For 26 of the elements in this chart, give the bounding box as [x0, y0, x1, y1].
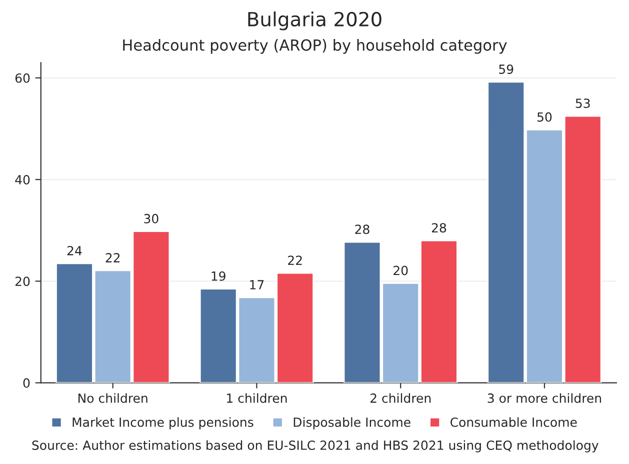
legend-label: Market Income plus pensions	[72, 417, 254, 430]
legend-label: Consumable Income	[450, 417, 577, 427]
y-tick-label: 0	[23, 378, 30, 388]
data-label: 28	[432, 223, 446, 233]
data-label: 20	[394, 266, 408, 276]
data-label: 22	[106, 253, 120, 262]
data-label: 53	[576, 98, 590, 108]
y-tick-label: 20	[15, 276, 30, 286]
data-label: 28	[355, 224, 370, 234]
data-label: 30	[144, 214, 158, 224]
x-tick-label: 1 children	[227, 393, 287, 403]
data-label: 22	[288, 256, 302, 265]
data-label: 17	[250, 280, 264, 290]
x-tick-label: 3 or more children	[488, 393, 602, 403]
y-tick-label: 40	[15, 174, 30, 184]
data-label: 24	[67, 246, 82, 256]
legend-label: Disposable Income	[294, 417, 410, 430]
chart-subtitle: Headcount poverty (AROP) by household category	[123, 39, 507, 54]
x-tick-label: No children	[78, 393, 148, 403]
x-tick-label: 2 children	[370, 393, 431, 403]
data-label: 50	[537, 112, 552, 122]
chart-title: Bulgaria 2020	[248, 11, 382, 30]
data-label: 19	[212, 271, 226, 281]
data-label: 59	[499, 64, 514, 74]
y-tick-label: 60	[15, 73, 30, 83]
source-note: Source: Author estimations based on EU-SILC 2021 and HBS 2021 using CEQ methodology	[32, 440, 598, 452]
